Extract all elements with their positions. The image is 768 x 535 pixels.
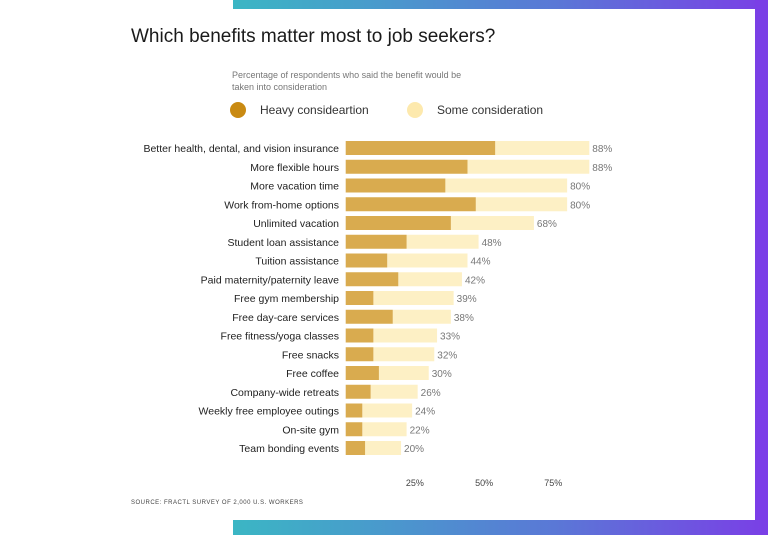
- total-label: 38%: [454, 313, 474, 324]
- bar-heavy-consideration: [345, 384, 371, 399]
- category-label: Free day-care services: [232, 312, 339, 324]
- gradient-border-bottom: [233, 520, 768, 535]
- total-label: 33%: [440, 332, 460, 343]
- bar-heavy-consideration: [345, 441, 366, 455]
- bar-some-consideration: [392, 309, 451, 324]
- total-label: 26%: [421, 388, 441, 399]
- category-label: Work from-home options: [224, 199, 339, 211]
- category-label: Free gym membership: [234, 293, 339, 305]
- total-label: 44%: [470, 257, 490, 268]
- total-label: 48%: [482, 238, 502, 249]
- legend-swatch-heavy: [230, 102, 246, 118]
- category-label: Company-wide retreats: [230, 387, 339, 399]
- bar-heavy-consideration: [345, 366, 379, 380]
- legend-label-heavy: Heavy consideartion: [260, 103, 369, 117]
- total-label: 39%: [457, 294, 477, 305]
- bar-heavy-consideration: [345, 347, 374, 362]
- bar-some-consideration: [467, 159, 590, 174]
- category-label: Free snacks: [282, 349, 339, 361]
- chart-title: Which benefits matter most to job seeker…: [131, 26, 496, 47]
- total-label: 24%: [415, 407, 435, 418]
- legend-item-some: Some consideration: [407, 101, 543, 119]
- bar-some-consideration: [373, 328, 438, 343]
- bar-heavy-consideration: [345, 328, 374, 343]
- category-label: Student loan assistance: [228, 237, 340, 249]
- category-label: Weekly free employee outings: [199, 406, 339, 418]
- bar-some-consideration: [450, 216, 534, 230]
- total-label: 30%: [432, 369, 452, 380]
- bar-some-consideration: [373, 347, 435, 362]
- bar-heavy-consideration: [345, 272, 399, 287]
- bar-heavy-consideration: [345, 291, 374, 305]
- bar-some-consideration: [387, 253, 468, 268]
- bar-some-consideration: [445, 178, 568, 193]
- category-label: Free coffee: [286, 368, 339, 380]
- category-label: Paid maternity/paternity leave: [201, 274, 339, 286]
- category-label: More vacation time: [250, 181, 339, 193]
- category-label: On-site gym: [282, 424, 339, 436]
- total-label: 32%: [437, 350, 457, 361]
- bar-some-consideration: [475, 197, 568, 212]
- bar-heavy-consideration: [345, 178, 446, 193]
- total-label: 22%: [410, 425, 430, 436]
- bar-heavy-consideration: [345, 216, 451, 230]
- bar-some-consideration: [365, 441, 402, 455]
- category-label: Better health, dental, and vision insura…: [143, 143, 339, 155]
- total-label: 42%: [465, 275, 485, 286]
- total-label: 68%: [537, 219, 557, 230]
- bar-heavy-consideration: [345, 234, 407, 249]
- source-note: SOURCE: FRACTL SURVEY OF 2,000 U.S. WORK…: [131, 500, 304, 506]
- total-label: 88%: [592, 163, 612, 174]
- bar-some-consideration: [406, 234, 479, 249]
- chart-subtitle: Percentage of respondents who said the b…: [232, 70, 462, 92]
- bar-heavy-consideration: [345, 253, 388, 268]
- total-label: 80%: [570, 182, 590, 193]
- bar-some-consideration: [362, 403, 413, 418]
- gradient-border-right: [755, 0, 768, 535]
- total-label: 20%: [404, 444, 424, 455]
- legend-label-some: Some consideration: [437, 103, 544, 117]
- bar-heavy-consideration: [345, 197, 476, 212]
- category-label: Tuition assistance: [255, 256, 339, 268]
- bar-some-consideration: [495, 141, 590, 155]
- bar-heavy-consideration: [345, 309, 393, 324]
- x-tick-label: 50%: [475, 478, 493, 488]
- x-tick-label: 75%: [544, 478, 562, 488]
- bar-some-consideration: [398, 272, 462, 287]
- total-label: 80%: [570, 200, 590, 211]
- legend-swatch-some: [407, 102, 423, 118]
- category-label: Free fitness/yoga classes: [221, 331, 339, 343]
- bar-some-consideration: [362, 422, 407, 437]
- bar-heavy-consideration: [345, 422, 363, 437]
- total-label: 88%: [592, 144, 612, 155]
- x-tick-label: 25%: [406, 478, 424, 488]
- gradient-border-top: [233, 0, 768, 9]
- bar-some-consideration: [373, 291, 454, 305]
- category-label: Unlimited vacation: [253, 218, 339, 230]
- bar-heavy-consideration: [345, 159, 468, 174]
- bar-some-consideration: [378, 366, 429, 380]
- bar-heavy-consideration: [345, 141, 496, 155]
- legend-item-heavy: Heavy consideartion: [230, 101, 369, 119]
- bar-heavy-consideration: [345, 403, 363, 418]
- category-label: Team bonding events: [239, 443, 339, 455]
- bar-some-consideration: [370, 384, 418, 399]
- category-label: More flexible hours: [250, 162, 339, 174]
